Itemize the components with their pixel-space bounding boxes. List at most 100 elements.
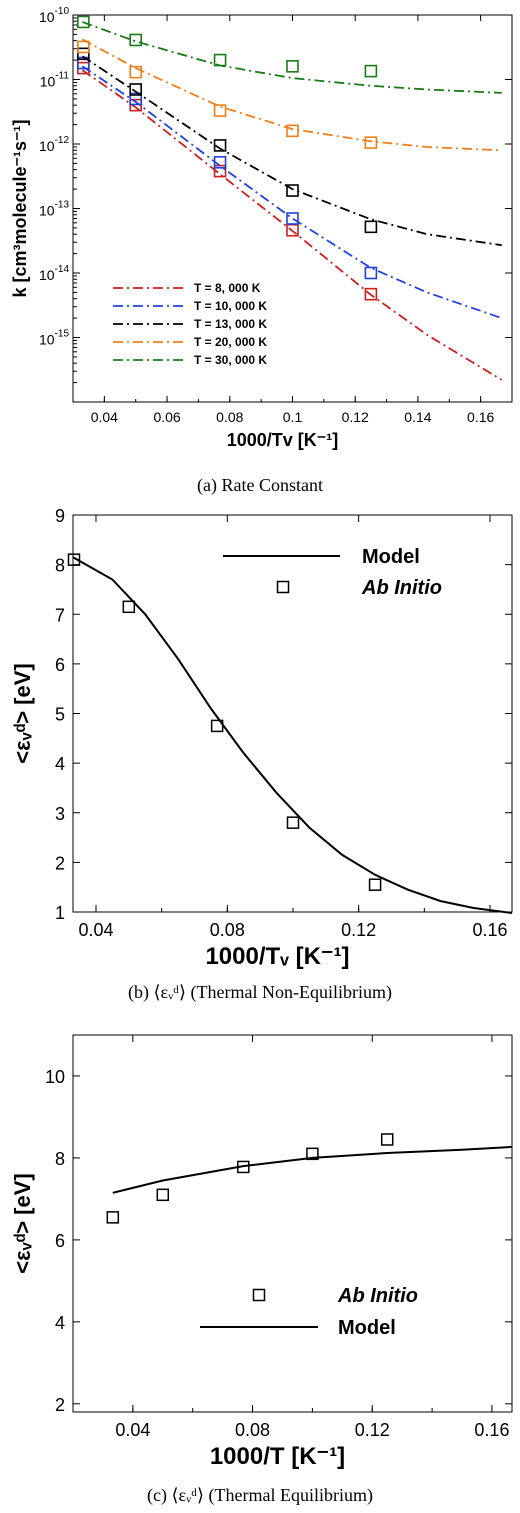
y-tick-label: 9 — [55, 506, 65, 526]
y-tick-exp: -11 — [55, 71, 69, 82]
y-tick-base: 10 — [39, 9, 55, 25]
x-tick-label: 0.16 — [474, 1420, 509, 1440]
ab-initio-marker — [364, 220, 378, 234]
x-tick-label: 0.04 — [115, 1420, 150, 1440]
x-tick-label: 0.1 — [283, 409, 303, 425]
ab-initio-marker — [286, 212, 299, 225]
ab-initio-marker — [364, 64, 378, 78]
x-tick-label: 0.04 — [78, 920, 113, 940]
model-line-series-1 — [81, 69, 503, 381]
model-line-series-4 — [81, 38, 502, 152]
ab-initio-marker — [122, 600, 136, 614]
x-axis-label: 1000/T [K⁻¹] — [210, 1443, 345, 1470]
y-tick-label: 10-14 — [39, 264, 69, 283]
ab-initio-marker — [129, 65, 143, 79]
panel-caption: (a) Rate Constant — [197, 475, 323, 496]
ab-initio-marker — [364, 287, 378, 301]
ab-initio-marker — [77, 15, 90, 29]
ab-initio-marker — [106, 1211, 120, 1224]
x-tick-label: 0.08 — [216, 409, 243, 425]
y-tick-label: 2 — [55, 1395, 65, 1415]
y-tick-label: 2 — [55, 853, 65, 873]
ab-initio-marker — [213, 104, 227, 117]
y-tick-label: 10 — [45, 1067, 65, 1087]
x-tick-label: 0.08 — [210, 920, 245, 940]
ab-initio-marker — [156, 1188, 170, 1202]
y-tick-label: 5 — [55, 705, 65, 725]
legend-label: T = 10, 000 K — [194, 299, 267, 313]
y-tick-label: 10-12 — [39, 135, 69, 154]
panel-caption: (c) ⟨εᵥᵈ⟩ (Thermal Equilibrium) — [147, 1485, 373, 1506]
plot-frame — [72, 1034, 513, 1413]
legend-label: T = 8, 000 K — [194, 281, 261, 295]
x-tick-label: 0.12 — [341, 920, 376, 940]
y-tick-base: 10 — [39, 138, 55, 154]
x-tick-label: 0.14 — [404, 409, 431, 425]
legend-ab-initio-marker — [276, 580, 290, 594]
ab-initio-marker — [77, 47, 90, 61]
legend-ab-initio-marker — [252, 1288, 266, 1302]
legend-model-label: Model — [338, 1317, 396, 1339]
y-tick-label: 8 — [55, 1149, 65, 1169]
model-line-series-2 — [81, 65, 502, 319]
legend-model-label: Model — [362, 546, 420, 568]
legend-label: T = 13, 000 K — [194, 317, 267, 331]
x-tick-label: 0.16 — [472, 920, 507, 940]
y-tick-label: 10-13 — [39, 200, 69, 219]
ab-initio-marker — [129, 92, 143, 106]
ab-initio-marker — [286, 184, 299, 197]
ab-initio-marker — [213, 156, 227, 169]
panel-a: 0.04 0.06 0.08 0.1 0.12 0.14 0.1610-1510-1410-… — [10, 6, 513, 496]
y-axis-label: <εᵥᵈ> [eV] — [10, 1173, 35, 1273]
y-tick-exp: -12 — [55, 135, 70, 146]
ab-initio-marker — [129, 83, 143, 96]
y-tick-label: 6 — [55, 655, 65, 675]
x-tick-label: 0.08 — [235, 1420, 270, 1440]
ab-initio-marker — [364, 136, 378, 149]
panel-caption: (b) ⟨εᵥᵈ⟩ (Thermal Non-Equilibrium) — [128, 982, 392, 1003]
legend-ab-initio-label: Ab Initio — [337, 1285, 418, 1307]
y-tick-label: 4 — [55, 754, 65, 774]
x-axis-label: 1000/Tv [K⁻¹] — [227, 430, 339, 450]
ab-initio-marker — [213, 139, 227, 152]
legend-label: T = 30, 000 K — [194, 353, 267, 367]
ab-initio-marker — [286, 816, 300, 829]
ab-initio-marker — [286, 60, 299, 73]
plot-frame — [72, 14, 513, 403]
x-tick-label: 0.04 — [91, 409, 118, 425]
y-tick-label: 10-10 — [39, 6, 69, 25]
plot-frame — [72, 514, 513, 913]
y-tick-base: 10 — [39, 203, 55, 219]
y-tick-label: 10-11 — [40, 71, 70, 90]
y-tick-label: 6 — [55, 1231, 65, 1251]
ab-initio-marker — [364, 266, 378, 280]
model-curve — [72, 556, 513, 914]
panel-b: 0.04 0.08 0.12 0.16 1 2 3 4 5 6 7 8 9 Model Ab Initio 1… — [10, 506, 513, 1003]
ab-initio-marker — [129, 33, 143, 47]
y-axis-label: <εᵥᵈ> [eV] — [10, 663, 35, 763]
x-tick-label: 0.16 — [467, 409, 494, 425]
y-tick-exp: -10 — [55, 6, 70, 17]
legend-ab-initio-label: Ab Initio — [361, 577, 442, 599]
ab-initio-marker — [237, 1160, 250, 1174]
ab-initio-marker — [380, 1133, 394, 1146]
ab-initio-marker — [306, 1147, 319, 1161]
y-tick-label: 10-15 — [39, 329, 69, 348]
legend-label: T = 20, 000 K — [194, 335, 267, 349]
ab-initio-marker — [210, 719, 224, 733]
y-tick-exp: -15 — [55, 329, 70, 340]
y-tick-base: 10 — [40, 74, 56, 90]
y-tick-exp: -14 — [55, 264, 70, 275]
y-tick-exp: -13 — [55, 200, 70, 211]
panel-c: 0.04 0.08 0.12 0.16 2 4 6 8 10 Model Ab Initio 1000… — [10, 1034, 513, 1506]
ab-initio-marker — [368, 878, 382, 891]
x-tick-label: 0.12 — [342, 409, 369, 425]
ab-initio-marker — [67, 553, 81, 566]
model-line-series-5 — [82, 21, 502, 94]
model-line-series-3 — [81, 55, 502, 247]
y-tick-base: 10 — [39, 332, 55, 348]
y-tick-base: 10 — [39, 267, 55, 283]
model-curve — [112, 1145, 513, 1194]
ab-initio-marker — [286, 124, 299, 138]
